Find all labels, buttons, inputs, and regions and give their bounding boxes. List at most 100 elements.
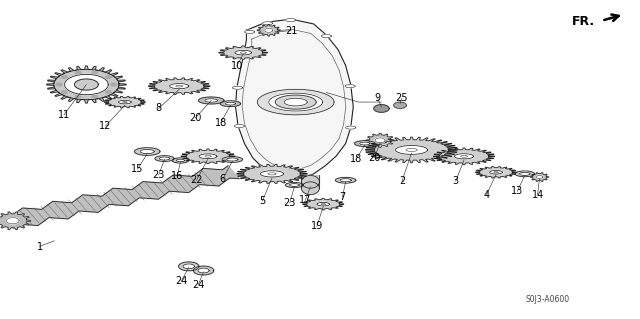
Polygon shape — [265, 28, 273, 32]
Polygon shape — [262, 22, 273, 25]
Polygon shape — [177, 159, 184, 162]
Polygon shape — [301, 175, 319, 188]
Polygon shape — [235, 50, 252, 55]
Polygon shape — [244, 30, 255, 33]
Polygon shape — [490, 170, 502, 174]
Polygon shape — [275, 95, 316, 109]
Polygon shape — [257, 89, 334, 115]
Text: 15: 15 — [131, 164, 144, 174]
Polygon shape — [301, 175, 319, 188]
Polygon shape — [148, 78, 210, 94]
Polygon shape — [106, 76, 111, 78]
Text: 20: 20 — [189, 113, 202, 123]
Polygon shape — [172, 158, 189, 163]
Polygon shape — [257, 25, 280, 36]
Text: 18: 18 — [214, 118, 227, 128]
Polygon shape — [0, 212, 31, 230]
Text: 9: 9 — [374, 93, 381, 103]
Polygon shape — [47, 66, 126, 103]
Polygon shape — [56, 83, 62, 86]
Text: 16: 16 — [171, 171, 184, 182]
Polygon shape — [193, 266, 214, 275]
Polygon shape — [536, 175, 543, 179]
Polygon shape — [303, 198, 344, 210]
Text: 21: 21 — [285, 26, 298, 36]
Polygon shape — [321, 34, 332, 38]
Polygon shape — [476, 167, 516, 178]
Polygon shape — [61, 91, 67, 93]
Polygon shape — [198, 97, 224, 104]
Polygon shape — [183, 264, 195, 269]
Polygon shape — [236, 19, 353, 179]
Polygon shape — [198, 268, 209, 273]
Polygon shape — [74, 79, 99, 90]
Polygon shape — [237, 164, 307, 183]
Polygon shape — [140, 149, 154, 154]
Text: 2: 2 — [399, 176, 405, 186]
Polygon shape — [65, 74, 108, 95]
Polygon shape — [360, 142, 370, 145]
Polygon shape — [199, 154, 217, 159]
Polygon shape — [227, 158, 238, 161]
Text: 24: 24 — [175, 276, 188, 286]
Text: 22: 22 — [190, 175, 203, 185]
Text: 18: 18 — [349, 154, 362, 165]
Polygon shape — [134, 148, 160, 155]
Polygon shape — [104, 96, 145, 108]
Text: 25: 25 — [396, 93, 408, 103]
Polygon shape — [222, 157, 243, 162]
Polygon shape — [285, 19, 296, 22]
Polygon shape — [335, 177, 356, 183]
Text: 20: 20 — [368, 153, 381, 163]
Polygon shape — [170, 84, 189, 89]
Text: 1: 1 — [36, 242, 43, 252]
Polygon shape — [225, 102, 236, 105]
Polygon shape — [355, 141, 375, 146]
Polygon shape — [366, 133, 394, 147]
Polygon shape — [531, 173, 548, 182]
Text: 23: 23 — [284, 197, 296, 208]
Polygon shape — [285, 182, 303, 188]
Polygon shape — [269, 93, 323, 111]
Polygon shape — [394, 102, 406, 108]
Polygon shape — [6, 218, 19, 224]
Polygon shape — [396, 145, 428, 154]
Text: 13: 13 — [511, 186, 524, 197]
Text: 4: 4 — [483, 189, 490, 200]
Polygon shape — [375, 138, 385, 143]
Polygon shape — [346, 126, 356, 129]
Polygon shape — [92, 95, 97, 98]
Polygon shape — [270, 174, 280, 177]
Polygon shape — [454, 154, 474, 159]
Polygon shape — [159, 157, 170, 160]
Polygon shape — [92, 71, 97, 74]
Polygon shape — [118, 100, 131, 104]
Polygon shape — [179, 262, 199, 271]
Polygon shape — [219, 46, 268, 59]
Text: 17: 17 — [299, 195, 312, 205]
Polygon shape — [181, 149, 235, 164]
Polygon shape — [301, 182, 319, 195]
Polygon shape — [365, 137, 458, 163]
Text: 23: 23 — [152, 170, 165, 180]
Text: 24: 24 — [192, 279, 205, 290]
Polygon shape — [76, 95, 81, 98]
Text: 7: 7 — [339, 192, 346, 202]
Text: 10: 10 — [230, 61, 243, 71]
Text: 5: 5 — [259, 196, 266, 206]
Text: 19: 19 — [310, 221, 323, 232]
Polygon shape — [232, 86, 243, 89]
Text: FR.: FR. — [572, 15, 595, 28]
Text: S0J3-A0600: S0J3-A0600 — [525, 295, 569, 304]
Polygon shape — [317, 202, 330, 206]
Text: 8: 8 — [156, 103, 162, 114]
Polygon shape — [220, 101, 241, 107]
Text: 11: 11 — [58, 110, 70, 120]
Polygon shape — [234, 124, 244, 128]
Polygon shape — [515, 171, 534, 177]
Polygon shape — [284, 98, 307, 106]
Polygon shape — [433, 148, 495, 165]
Polygon shape — [374, 105, 389, 112]
Text: 6: 6 — [220, 174, 226, 184]
Polygon shape — [155, 156, 174, 161]
